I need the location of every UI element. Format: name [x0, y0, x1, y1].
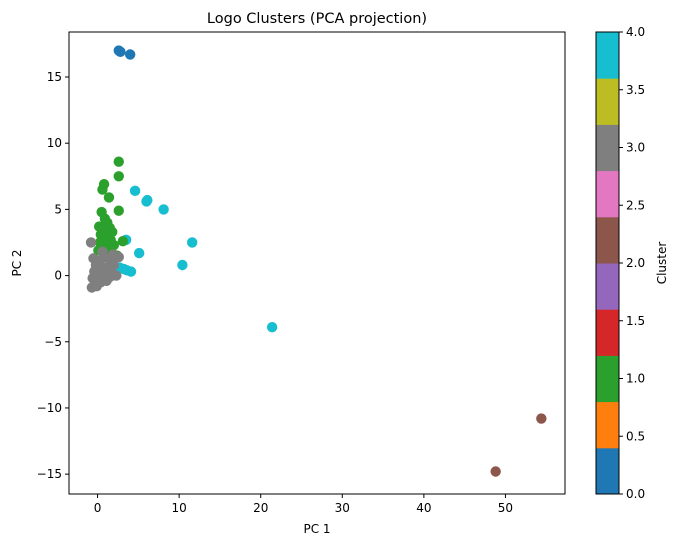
data-point-cluster-4 — [141, 196, 152, 207]
colorbar-segment — [596, 355, 619, 403]
data-point-cluster-4 — [133, 247, 145, 259]
data-point-cluster-4 — [177, 259, 188, 271]
colorbar-tick-label: 0.5 — [626, 429, 645, 443]
x-tick-label: 40 — [416, 501, 431, 515]
colorbar: 0.0 0.5 1.0 1.5 2.0 2.5 3.0 3.5 4.0 Cluster — [595, 25, 669, 501]
x-tick-label: 10 — [171, 501, 186, 515]
data-point-cluster-1 — [113, 205, 124, 216]
x-axis-label: PC 1 — [303, 522, 330, 536]
colorbar-tick-label: 2.5 — [626, 198, 645, 212]
data-point-cluster-3 — [108, 259, 120, 271]
colorbar-segment — [596, 263, 619, 310]
y-tick-label: −15 — [37, 467, 62, 481]
plot-frame — [68, 31, 566, 495]
colorbar-segment — [596, 78, 619, 125]
data-point-cluster-3 — [91, 280, 102, 292]
y-tick-label: 10 — [47, 136, 62, 150]
colorbar-segment — [596, 216, 619, 264]
colorbar-tick-label: 3.5 — [626, 83, 645, 97]
y-axis: −15 −10 −5 0 5 10 15 — [37, 70, 69, 481]
data-point-cluster-4 — [186, 237, 198, 248]
data-point-cluster-2 — [490, 466, 501, 477]
data-point-cluster-0 — [113, 45, 124, 56]
y-tick-label: −10 — [37, 401, 62, 415]
y-tick-label: 0 — [54, 269, 62, 283]
data-point-cluster-1 — [113, 156, 124, 167]
colorbar-segment — [596, 309, 619, 356]
points-layer — [85, 45, 547, 477]
x-tick-label: 30 — [335, 501, 350, 515]
data-point-cluster-1 — [97, 184, 108, 195]
colorbar-segments — [596, 32, 619, 495]
data-point-cluster-1 — [103, 192, 115, 203]
data-point-cluster-3 — [97, 246, 108, 257]
colorbar-tick-label: 2.0 — [626, 256, 645, 270]
y-tick-label: −5 — [44, 335, 62, 349]
colorbar-tick-label: 1.5 — [626, 314, 645, 328]
colorbar-segment — [596, 124, 619, 172]
plot-background — [69, 32, 565, 494]
colorbar-ticks: 0.0 0.5 1.0 1.5 2.0 2.5 3.0 3.5 4.0 — [619, 25, 645, 501]
data-point-cluster-1 — [113, 171, 124, 182]
x-axis: 0 10 20 30 40 50 — [94, 494, 513, 515]
y-axis-label: PC 2 — [10, 249, 24, 276]
data-point-cluster-2 — [536, 413, 547, 424]
plot-area — [68, 31, 566, 495]
colorbar-tick-label: 1.0 — [626, 372, 645, 386]
colorbar-segment — [596, 32, 619, 79]
colorbar-segment — [596, 447, 619, 495]
data-point-cluster-4 — [266, 322, 278, 333]
data-point-cluster-3 — [113, 251, 124, 263]
data-point-cluster-1 — [117, 235, 129, 247]
x-tick-label: 0 — [94, 501, 102, 515]
colorbar-tick-label: 0.0 — [626, 487, 645, 501]
chart-title: Logo Clusters (PCA projection) — [207, 11, 427, 27]
colorbar-segment — [596, 401, 619, 449]
data-point-cluster-3 — [101, 275, 112, 287]
x-tick-label: 20 — [253, 501, 268, 515]
data-point-cluster-0 — [124, 49, 136, 60]
colorbar-tick-label: 3.0 — [626, 141, 645, 155]
x-tick-label: 50 — [498, 501, 513, 515]
y-tick-label: 5 — [54, 202, 62, 216]
y-tick-label: 15 — [47, 70, 62, 84]
colorbar-segment — [596, 170, 619, 218]
data-point-cluster-4 — [129, 185, 141, 197]
colorbar-label: Cluster — [655, 242, 669, 285]
colorbar-tick-label: 4.0 — [626, 25, 645, 39]
data-point-cluster-4 — [158, 204, 169, 215]
data-point-cluster-3 — [85, 237, 97, 248]
